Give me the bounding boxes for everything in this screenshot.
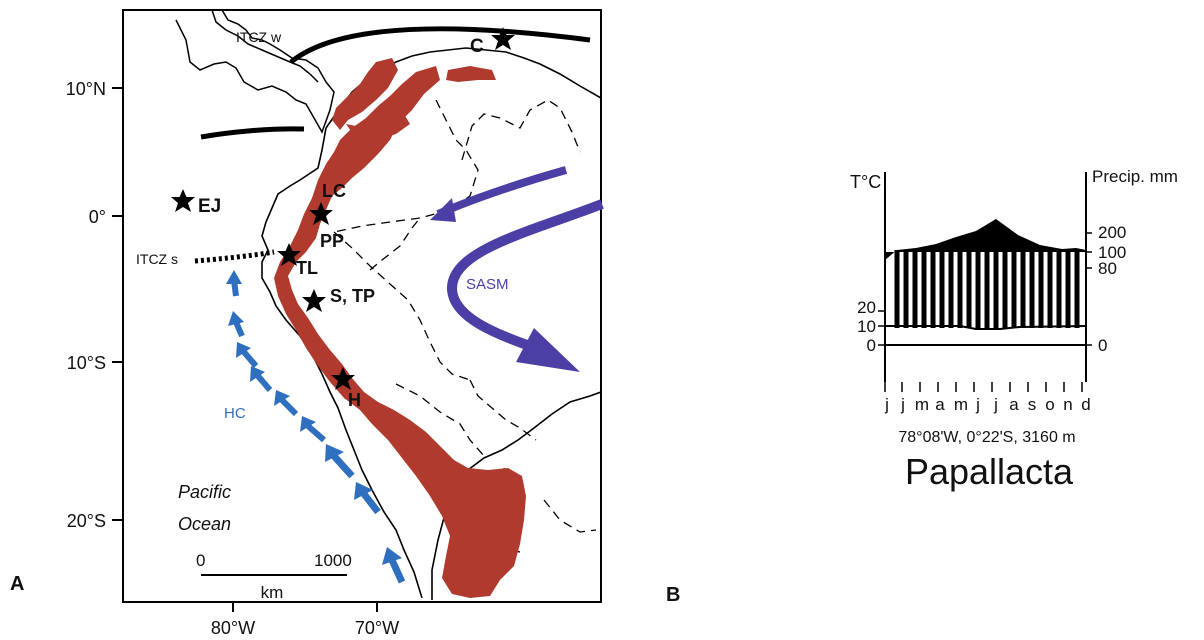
site-label-pp: PP <box>320 231 344 251</box>
andes-highlands <box>274 58 526 598</box>
map-panel: 10°N 0° 10°S 20°S 80°W 70°W A ITCZ w ITC… <box>10 9 604 638</box>
site-markers <box>171 27 515 390</box>
sasm-arrow-main-head <box>516 328 580 372</box>
month-label-6: j <box>975 395 980 414</box>
itcz-w-line <box>289 26 591 64</box>
temp-tick-label-20: 20 <box>857 298 876 317</box>
site-label-c: C <box>470 36 484 57</box>
temperature-axis-title: T°C <box>850 172 881 192</box>
hc-label: HC <box>224 405 246 422</box>
lon-label-70w: 70°W <box>355 618 399 638</box>
temperature-curve <box>885 325 1087 330</box>
central-america-coast <box>175 9 335 134</box>
station-name: Papallacta <box>905 451 1074 492</box>
ocean-label-line1: Pacific <box>178 482 231 502</box>
site-star-c <box>491 27 515 50</box>
sasm-arrow-main <box>446 199 604 351</box>
scale-unit-label: km <box>261 583 284 602</box>
itcz-s-label: ITCZ s <box>136 251 178 267</box>
site-star-lc <box>309 202 333 225</box>
site-label-stp: S, TP <box>330 286 375 306</box>
month-label-5: m <box>954 395 968 414</box>
site-label-lc: LC <box>322 181 346 201</box>
panel-label-a: A <box>10 573 24 595</box>
month-label-7: j <box>993 395 998 414</box>
perhumid-precip-area <box>885 219 1086 260</box>
itcz-w-line-west <box>200 126 305 140</box>
central-america-coast-east <box>211 9 319 83</box>
lat-label-10n: 10°N <box>66 79 106 99</box>
site-star-tl <box>277 243 301 266</box>
scale-end-label: 1000 <box>314 551 352 570</box>
lat-label-0: 0° <box>89 207 106 227</box>
month-label-10: o <box>1045 395 1054 414</box>
temp-tick-label-10: 10 <box>857 317 876 336</box>
panel-label-b: B <box>666 584 680 606</box>
precip-tick-label-80: 80 <box>1098 259 1117 278</box>
site-star-h <box>331 367 355 390</box>
precip-tick-label-100: 100 <box>1098 243 1126 262</box>
month-label-4: a <box>935 395 945 414</box>
month-label-8: a <box>1009 395 1019 414</box>
itcz-s-line <box>194 249 275 264</box>
site-star-stp <box>302 289 326 312</box>
month-label-12: d <box>1081 395 1090 414</box>
ocean-label-line2: Ocean <box>178 514 231 534</box>
site-star-ej <box>171 189 195 212</box>
lat-label-10s: 10°S <box>67 353 106 373</box>
sasm-arrow-north-head <box>430 198 456 222</box>
month-label-11: n <box>1063 395 1072 414</box>
precip-tick-label-200: 200 <box>1098 223 1126 242</box>
climate-diagram-panel: B T°C Precip. mm <box>666 167 1178 606</box>
site-label-h: H <box>348 390 361 410</box>
lon-label-80w: 80°W <box>211 618 255 638</box>
scale-start-label: 0 <box>196 551 205 570</box>
precipitation-axis-title: Precip. mm <box>1092 167 1178 186</box>
itcz-w-label: ITCZ w <box>236 29 282 45</box>
sasm-label: SASM <box>466 276 509 293</box>
humid-period-stripes <box>894 250 1080 328</box>
hc-arrows <box>226 270 406 584</box>
lat-label-20s: 20°S <box>67 511 106 531</box>
month-label-2: j <box>900 395 905 414</box>
precip-tick-label-0: 0 <box>1098 336 1107 355</box>
temp-tick-label-0: 0 <box>867 336 876 355</box>
month-ticks <box>884 382 1083 392</box>
month-label-9: s <box>1028 395 1037 414</box>
site-label-ej: EJ <box>198 196 221 217</box>
month-label-3: m <box>915 395 929 414</box>
station-coordinates: 78°08'W, 0°22'S, 3160 m <box>898 429 1075 446</box>
site-label-tl: TL <box>296 258 318 278</box>
month-label-1: j <box>884 395 889 414</box>
